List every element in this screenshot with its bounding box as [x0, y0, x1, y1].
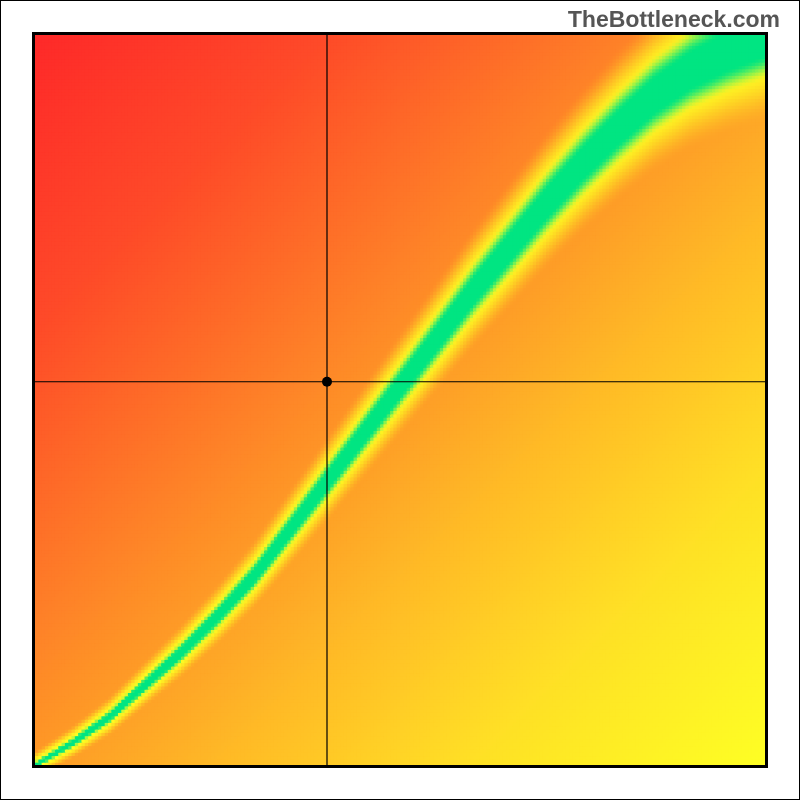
chart-container: TheBottleneck.com: [0, 0, 800, 800]
bottleneck-heatmap: [0, 0, 800, 800]
watermark-text: TheBottleneck.com: [568, 6, 780, 33]
